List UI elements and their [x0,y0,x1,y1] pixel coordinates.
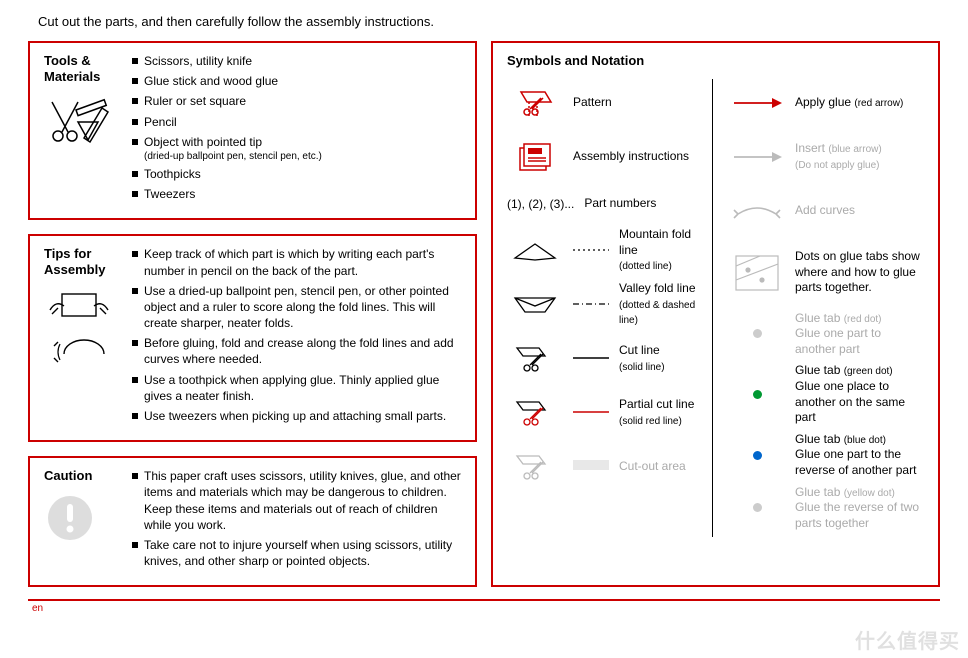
sym-label: Glue tab [795,363,840,377]
dot-icon [753,329,762,338]
symbols-box: Symbols and Notation Pattern Assembly in… [491,41,940,587]
sym-sub: (yellow dot) [844,488,895,499]
sym-sub: (red arrow) [854,98,903,109]
dot-icon [753,390,762,399]
tips-title-2: Assembly [44,262,122,278]
valley-fold-icon [507,292,563,318]
sym-label: Glue tab [795,485,840,499]
caution-list: This paper craft uses scissors, utility … [132,468,461,573]
tips-item: Use a dried-up ballpoint pen, stencil pe… [144,283,461,332]
symbols-title: Symbols and Notation [507,53,924,69]
part-numbers-prefix: (1), (2), (3)... [507,197,574,211]
symbols-left: Pattern Assembly instructions (1), (2), … [507,79,713,538]
tips-item: Before gluing, fold and crease along the… [144,335,461,367]
tools-title-2: Materials [44,69,122,85]
tools-icon [44,92,122,151]
tools-box: Tools & Materials [28,41,477,220]
tips-list: Keep track of which part is which by wri… [132,246,461,428]
pattern-icon [507,86,563,120]
partial-cut-icon [507,396,563,430]
sym-label: Cut line [619,343,660,357]
tips-item: Use tweezers when picking up and attachi… [144,408,446,424]
caution-box: Caution This paper craft uses scissors, … [28,456,477,587]
sym-sub: (red dot) [844,314,882,325]
assembly-icon [507,140,563,174]
sym-desc: Glue one part to the reverse of another … [795,447,916,477]
sym-label: Dots on glue tabs show where and how to … [795,249,924,296]
curves-icon [729,202,785,220]
tools-item: Pencil [144,114,177,130]
sym-sub2: (Do not apply glue) [795,160,880,171]
caution-title: Caution [44,468,122,484]
tools-title-1: Tools & [44,53,122,69]
cutout-icon [507,450,563,484]
sym-label: Glue tab [795,432,840,446]
sym-sub: (blue arrow) [828,144,881,155]
sym-label: Glue tab [795,311,840,325]
sym-sub: (dotted line) [619,261,672,272]
tools-item-note: (dried-up ballpoint pen, stencil pen, et… [144,151,461,162]
sym-sub: (solid line) [619,362,665,373]
footer-lang: en [28,601,940,614]
tips-item: Use a toothpick when applying glue. Thin… [144,372,461,404]
tools-item: Ruler or set square [144,93,246,109]
sym-label: Valley fold line [619,281,696,295]
insert-icon [729,150,785,164]
tips-item: Keep track of which part is which by wri… [144,246,461,278]
sym-desc: Glue one part to another part [795,326,881,356]
right-column: Symbols and Notation Pattern Assembly in… [491,41,940,587]
dot-icon [753,451,762,460]
top-instruction: Cut out the parts, and then carefully fo… [28,14,940,29]
symbols-right: Apply glue (red arrow) Insert (blue arro… [729,79,924,538]
caution-item: Take care not to injure yourself when us… [144,537,461,569]
caution-icon [44,492,122,547]
tools-list: Scissors, utility knife Glue stick and w… [132,53,461,206]
tools-item: Toothpicks [144,166,201,182]
tips-icon [44,286,122,389]
tips-box: Tips for Assembly [28,234,477,442]
tools-item: Scissors, utility knife [144,53,252,69]
tools-item: Tweezers [144,186,195,202]
glue-dots-diagram-icon [729,250,785,296]
sym-sub: (dotted & dashed line) [619,300,695,327]
left-column: Tools & Materials [28,41,477,587]
sym-label: Part numbers [584,196,702,212]
sym-label: Pattern [573,95,702,111]
tips-title-1: Tips for [44,246,122,262]
watermark: 什么值得买 [855,625,960,654]
sym-label: Assembly instructions [573,149,702,165]
sym-label: Add curves [795,203,924,219]
sym-sub: (green dot) [844,366,893,377]
apply-glue-icon [729,96,785,110]
sym-desc: Glue the reverse of two parts together [795,500,919,530]
tools-item: Object with pointed tip [144,134,262,150]
sym-label: Apply glue [795,95,851,109]
mountain-fold-icon [507,238,563,264]
caution-item: This paper craft uses scissors, utility … [144,468,461,533]
sym-label: Cut-out area [619,459,702,475]
sym-label: Mountain fold line [619,227,691,257]
tools-item: Glue stick and wood glue [144,73,278,89]
sym-desc: Glue one place to another on the same pa… [795,379,905,424]
sym-sub: (blue dot) [844,435,886,446]
sym-label: Partial cut line [619,397,694,411]
dot-icon [753,503,762,512]
cut-line-icon [507,342,563,376]
sym-label: Insert [795,141,825,155]
sym-sub: (solid red line) [619,416,682,427]
